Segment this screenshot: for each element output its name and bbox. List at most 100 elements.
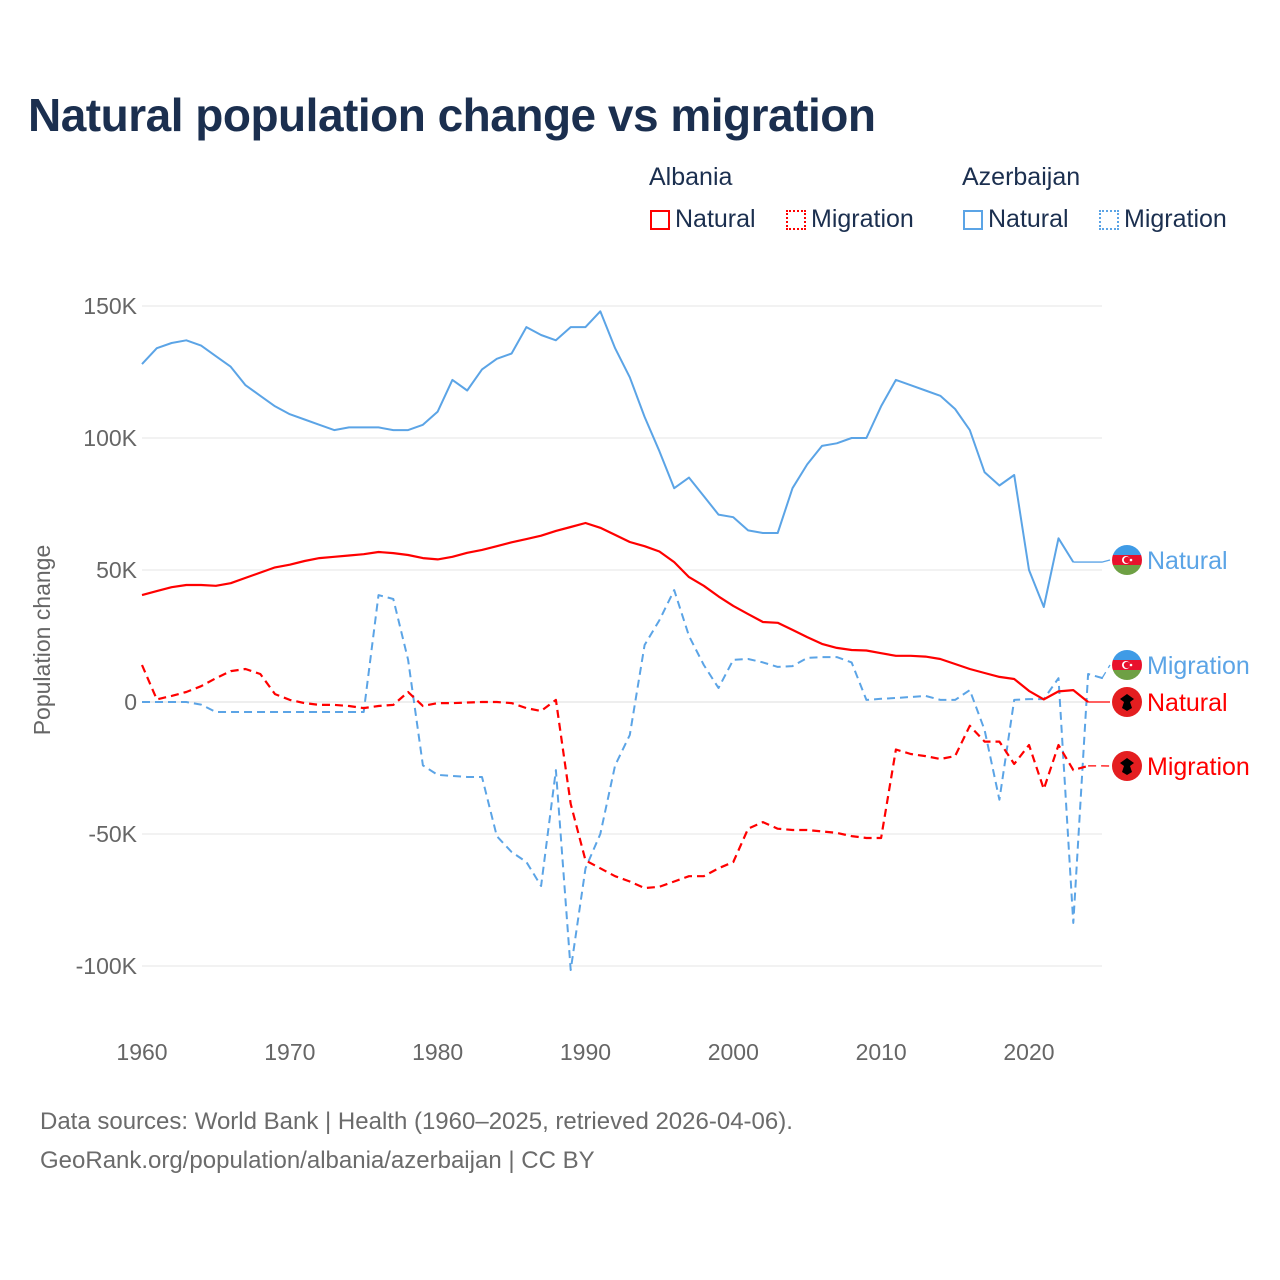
data-point-al-natural: [1057, 690, 1060, 693]
y-tick-label: 0: [124, 689, 137, 715]
data-point-al-natural: [894, 654, 897, 657]
data-point-az-migration: [540, 885, 543, 888]
x-tick-label: 2010: [856, 1039, 907, 1065]
data-point-az-migration: [747, 657, 750, 660]
data-point-az-migration: [141, 701, 144, 704]
data-point-az-migration: [229, 711, 232, 714]
data-point-az-natural: [155, 347, 158, 350]
data-point-al-natural: [643, 545, 646, 548]
data-point-al-natural: [214, 584, 217, 587]
footer-sources: Data sources: World Bank | Health (1960–…: [40, 1108, 793, 1135]
data-point-az-natural: [540, 334, 543, 337]
data-point-al-natural: [540, 534, 543, 537]
data-point-al-natural: [599, 526, 602, 529]
data-point-az-migration: [274, 711, 277, 714]
data-point-al-migration: [614, 875, 617, 878]
data-point-az-natural: [377, 426, 380, 429]
data-point-az-natural: [761, 532, 764, 535]
data-point-az-natural: [983, 471, 986, 474]
data-point-al-natural: [1072, 689, 1075, 692]
data-point-az-migration: [998, 798, 1001, 801]
data-point-az-natural: [835, 442, 838, 445]
data-point-az-natural: [141, 363, 144, 366]
data-point-al-natural: [954, 662, 957, 665]
data-point-al-natural: [747, 613, 750, 616]
data-point-al-natural: [909, 654, 912, 657]
data-point-az-migration: [717, 687, 720, 690]
end-label-az-natural: Natural: [1147, 547, 1228, 575]
data-point-az-migration: [288, 711, 291, 714]
data-point-az-migration: [155, 701, 158, 704]
data-point-al-migration: [998, 740, 1001, 743]
data-point-az-natural: [732, 516, 735, 519]
data-point-al-migration: [687, 875, 690, 878]
data-point-az-migration: [244, 711, 247, 714]
data-point-az-natural: [525, 326, 528, 329]
legend-albania-migration[interactable]: Migration: [786, 205, 914, 234]
data-point-az-migration: [200, 703, 203, 706]
data-point-az-migration: [909, 695, 912, 698]
data-point-al-natural: [968, 668, 971, 671]
data-point-al-migration: [954, 755, 957, 758]
data-point-az-migration: [259, 711, 262, 714]
data-point-az-natural: [436, 410, 439, 413]
data-point-al-natural: [554, 529, 557, 532]
data-point-al-natural: [998, 675, 1001, 678]
data-point-al-migration: [968, 724, 971, 727]
x-tick-label: 2020: [1003, 1039, 1054, 1065]
data-point-al-migration: [628, 880, 631, 883]
data-point-az-migration: [1013, 698, 1016, 701]
data-point-az-natural: [614, 347, 617, 350]
data-point-az-natural: [1027, 569, 1030, 572]
data-point-az-migration: [821, 656, 824, 659]
data-point-al-natural: [865, 649, 868, 652]
data-point-al-migration: [880, 836, 883, 839]
data-point-az-natural: [791, 487, 794, 490]
legend-azerbaijan-natural[interactable]: Natural: [963, 205, 1069, 234]
data-point-az-migration: [954, 698, 957, 701]
data-point-az-migration: [466, 775, 469, 778]
label-connector: [1100, 664, 1111, 679]
data-point-al-natural: [436, 558, 439, 561]
data-point-az-natural: [702, 495, 705, 498]
data-point-al-migration: [569, 802, 572, 805]
y-tick-label: 150K: [83, 293, 137, 319]
data-point-az-natural: [894, 378, 897, 381]
y-tick-label: -100K: [76, 953, 138, 979]
legend-label: Natural: [988, 205, 1069, 233]
data-point-al-natural: [702, 584, 705, 587]
data-point-al-migration: [185, 690, 188, 693]
data-point-az-natural: [909, 384, 912, 387]
legend-azerbaijan-migration[interactable]: Migration: [1099, 205, 1227, 234]
data-point-al-natural: [495, 545, 498, 548]
data-point-al-natural: [1027, 689, 1030, 692]
data-point-al-migration: [407, 690, 410, 693]
end-label-az-migration: Migration: [1147, 652, 1250, 680]
data-point-az-migration: [525, 860, 528, 863]
data-point-al-migration: [200, 685, 203, 688]
data-point-az-migration: [628, 734, 631, 737]
data-point-al-natural: [1013, 678, 1016, 681]
data-point-al-natural: [333, 555, 336, 558]
data-point-az-natural: [954, 407, 957, 410]
data-point-az-migration: [407, 658, 410, 661]
legend-albania-natural[interactable]: Natural: [650, 205, 756, 234]
data-point-al-migration: [1042, 788, 1045, 791]
data-point-az-migration: [1027, 698, 1030, 701]
footer-link[interactable]: GeoRank.org/population/albania/azerbaija…: [40, 1147, 595, 1174]
data-point-az-natural: [421, 423, 424, 426]
data-point-az-natural: [939, 394, 942, 397]
albania-flag-icon: [1112, 687, 1142, 717]
data-point-az-natural: [658, 450, 661, 453]
data-point-az-natural: [628, 376, 631, 379]
data-point-az-migration: [436, 773, 439, 776]
data-point-az-migration: [318, 711, 321, 714]
data-point-az-natural: [806, 463, 809, 466]
data-point-al-migration: [643, 887, 646, 890]
data-point-az-migration: [643, 643, 646, 646]
legend-label: Migration: [811, 205, 914, 233]
data-point-al-migration: [274, 693, 277, 696]
data-point-al-migration: [835, 831, 838, 834]
data-point-al-natural: [347, 554, 350, 557]
